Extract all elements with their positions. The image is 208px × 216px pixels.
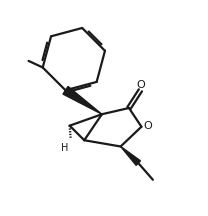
Text: O: O — [143, 121, 152, 131]
Text: H: H — [61, 143, 68, 152]
Text: O: O — [136, 80, 145, 90]
Polygon shape — [63, 86, 102, 114]
Polygon shape — [121, 146, 140, 165]
